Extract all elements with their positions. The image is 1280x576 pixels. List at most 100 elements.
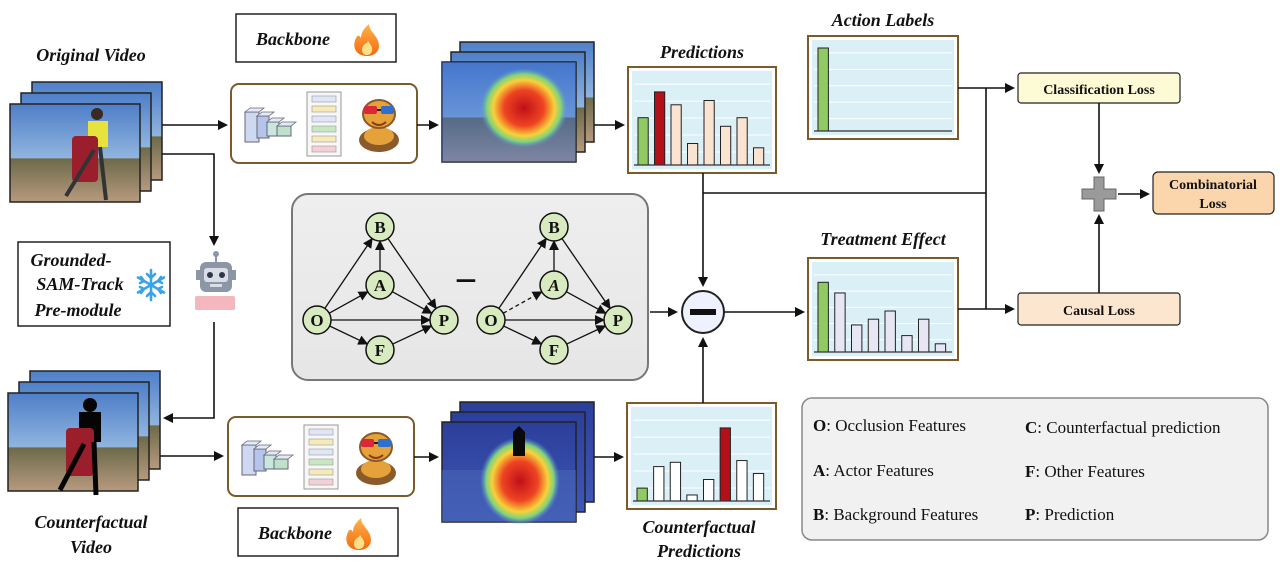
robot-icon (195, 251, 236, 310)
svg-text:Causal Loss: Causal Loss (1063, 304, 1136, 319)
graph-node-label: F (549, 341, 559, 360)
legend-item: A: Actor Features (813, 461, 934, 480)
graph-node-label: P (439, 311, 449, 330)
legend-items: O: Occlusion Features C: Counterfactual p… (813, 416, 1221, 524)
svg-text:Loss: Loss (1199, 197, 1227, 212)
chart-bar (867, 318, 880, 353)
graph-edge (324, 237, 373, 309)
chart-bar (901, 335, 913, 353)
svg-text:SAM-Track: SAM-Track (36, 274, 123, 294)
graph-node-label: O (484, 311, 497, 330)
flame-icon (354, 24, 379, 56)
combinatorial-loss-box: Combinatorial Loss (1152, 171, 1275, 215)
graph-node-a (365, 270, 395, 300)
original-video-stack (9, 81, 163, 203)
graph-node-label: B (548, 218, 559, 237)
chart-bar (834, 292, 846, 353)
causal-graph-left: B A O P F (302, 212, 459, 365)
snake-mascot-icon (359, 99, 399, 152)
legend-item: C: Counterfactual prediction (1025, 418, 1221, 437)
svg-text:Classification Loss: Classification Loss (1043, 83, 1155, 98)
snowflake-icon (136, 268, 166, 302)
backbone-model-bottom (227, 416, 415, 497)
causal-graph-right: B A O P F (476, 212, 633, 365)
graph-difference-sign: − (455, 258, 478, 303)
transformer-block-icon (303, 424, 339, 490)
graph-node-label: A (547, 276, 559, 295)
chart-bar (918, 318, 930, 353)
chart-bar (934, 343, 947, 353)
chart-bar (687, 143, 699, 166)
chart-bar (719, 427, 731, 502)
chart-bar (736, 117, 748, 166)
chart-bar (752, 472, 765, 502)
backbone-model-top (230, 83, 418, 164)
legend-item: P: Prediction (1025, 505, 1115, 524)
graph-node-label: A (374, 276, 387, 295)
treatment-effect-chart (807, 257, 959, 361)
graph-edge (565, 291, 607, 314)
grounded-sam-track-box: Grounded- SAM-Track Pre-module (17, 241, 171, 327)
chart-bar (736, 460, 748, 502)
graph-edge (391, 291, 433, 314)
graph-node-b (365, 212, 395, 242)
graph-node-label: P (613, 311, 623, 330)
chart-bar (703, 100, 715, 166)
graph-node-label: B (374, 218, 385, 237)
legend-item: B: Background Features (813, 505, 978, 524)
graph-node-label: F (375, 341, 385, 360)
chart-bar (670, 104, 682, 166)
causal-loss-box: Causal Loss (1017, 292, 1181, 326)
graph-node-p (603, 305, 633, 335)
counterfactual-video-title-line2: Video (70, 537, 112, 557)
chart-bar (884, 310, 896, 353)
prediction-heatmap-stack (441, 41, 595, 163)
graph-node-o (476, 305, 506, 335)
legend-item: F: Other Features (1025, 462, 1145, 481)
graph-node-p (429, 305, 459, 335)
counterfactual-predictions-title-line2: Predictions (656, 541, 741, 561)
chart-bar (817, 281, 829, 353)
graph-node-label: O (310, 311, 323, 330)
chart-bar (654, 91, 666, 166)
graph-edge (329, 325, 369, 345)
svg-text:Pre-module: Pre-module (34, 300, 122, 320)
svg-text:Grounded-: Grounded- (30, 250, 111, 270)
treatment-effect-title: Treatment Effect (820, 229, 946, 249)
graph-edge (328, 291, 369, 314)
predictions-title: Predictions (659, 42, 744, 62)
chart-bar (720, 125, 732, 166)
chart-bar (703, 479, 715, 502)
graph-edge (566, 325, 607, 345)
graph-node-a (539, 270, 569, 300)
backbone-label-bottom: Backbone (237, 507, 399, 557)
flame-icon (346, 518, 371, 550)
chart-bar (653, 466, 665, 502)
graph-edge (498, 237, 547, 309)
counterfactual-predictions-chart (626, 402, 777, 510)
graph-edge (561, 238, 611, 310)
original-video-title: Original Video (36, 45, 146, 65)
graph-edge (503, 325, 543, 345)
chart-bar (817, 47, 829, 132)
plus-icon (1081, 176, 1117, 212)
svg-text:Backbone: Backbone (257, 523, 332, 543)
graph-node-b (539, 212, 569, 242)
graph-edge (502, 291, 543, 314)
classification-loss-box: Classification Loss (1017, 72, 1181, 104)
layer-stack-icon (240, 440, 295, 476)
legend-panel (801, 397, 1269, 541)
chart-bar (851, 324, 863, 353)
legend-item: O: Occlusion Features (813, 416, 966, 435)
predictions-chart (627, 66, 777, 174)
action-labels-chart (807, 35, 959, 140)
svg-text:Combinatorial: Combinatorial (1169, 178, 1257, 193)
counterfactual-predictions-title-line1: Counterfactual (642, 517, 755, 537)
counterfactual-heatmap-stack (441, 401, 595, 525)
backbone-label-top: Backbone (235, 13, 397, 63)
layer-stack-icon (243, 107, 298, 143)
svg-text:Backbone: Backbone (255, 29, 330, 49)
counterfactual-video-title-line1: Counterfactual (34, 512, 147, 532)
graph-node-f (365, 335, 395, 365)
